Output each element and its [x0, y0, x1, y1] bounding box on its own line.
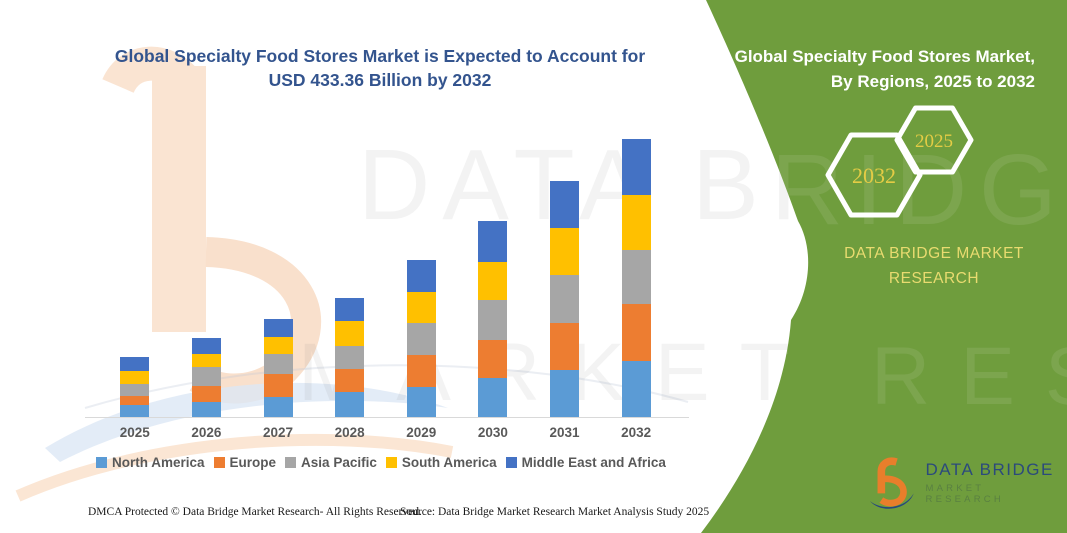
bar-2030: [457, 130, 529, 417]
chart-legend: North America Europe Asia Pacific South Ame…: [96, 455, 666, 470]
company-logo-name: DATA BRIDGE: [925, 459, 1054, 479]
legend-item-europe: Europe: [213, 455, 277, 470]
legend-swatch-icon: [385, 457, 397, 468]
bar-segment-south-america: [191, 354, 221, 368]
bar-segment-south-america: [478, 262, 508, 300]
hexagon-2025-icon: [894, 105, 974, 175]
footer-dmca-text: DMCA Protected © Data Bridge Market Rese…: [88, 506, 422, 518]
bar-segment-europe: [191, 385, 221, 403]
bar-segment-europe: [263, 373, 293, 398]
bar-segment-asia-pacific: [120, 383, 150, 396]
bar-segment-south-america: [263, 337, 293, 354]
legend-swatch-icon: [505, 457, 517, 468]
bar-segment-asia-pacific: [191, 367, 221, 386]
bar-segment-asia-pacific: [263, 353, 293, 374]
company-logo-subtext: MARKET RESEARCH: [925, 482, 1004, 505]
bar-segment-middle-east-and-africa: [621, 139, 651, 195]
company-logo-words: DATA BRIDGE MARKET RESEARCH: [926, 460, 1067, 505]
bar-segment-asia-pacific: [335, 345, 365, 369]
legend-label: Europe: [229, 455, 277, 470]
hexagon-2025-label: 2025: [915, 131, 953, 152]
bar-segment-asia-pacific: [550, 275, 580, 323]
bar-2025: [99, 130, 171, 417]
bar-segment-north-america: [191, 402, 221, 417]
hexagon-badges: 2032 2025: [825, 105, 974, 218]
footer-source-text: Source: Data Bridge Market Research Mark…: [400, 506, 710, 518]
bar-segment-middle-east-and-africa: [120, 357, 150, 371]
bar-segment-south-america: [550, 228, 580, 276]
x-axis-label-2026: 2026: [191, 425, 222, 440]
bar-segment-north-america: [263, 397, 293, 417]
company-logo-icon: [869, 457, 914, 509]
bar-segment-asia-pacific: [478, 299, 508, 341]
legend-item-north-america: North America: [96, 455, 205, 470]
x-axis-label-2032: 2032: [621, 425, 652, 440]
legend-swatch-icon: [285, 457, 297, 468]
bar-segment-middle-east-and-africa: [406, 260, 436, 292]
chart-title-line2: USD 433.36 Billion by 2032: [268, 70, 492, 90]
x-axis-label-2030: 2030: [477, 425, 508, 440]
bar-chart-plot-area: [99, 130, 672, 417]
bar-segment-south-america: [621, 194, 651, 250]
legend-item-south-america: South America: [385, 455, 497, 470]
legend-swatch-icon: [96, 457, 107, 468]
panel-brand-text: DATA BRIDGE MARKET RESEARCH: [800, 241, 1067, 291]
chart-title: Global Specialty Food Stores Market is E…: [90, 44, 670, 92]
legend-label: Asia Pacific: [301, 455, 377, 470]
bar-segment-middle-east-and-africa: [478, 220, 508, 263]
bar-segment-north-america: [478, 378, 508, 417]
bar-segment-europe: [120, 395, 150, 406]
bar-segment-middle-east-and-africa: [263, 319, 293, 338]
company-logo: DATA BRIDGE MARKET RESEARCH: [868, 455, 1067, 509]
bar-2031: [529, 130, 601, 417]
panel-heading: Global Specialty Food Stores Market, By …: [695, 44, 1035, 94]
svg-text:MARKET RESEARCH: MARKET RESEARCH: [298, 331, 1067, 422]
panel-brand-line1: DATA BRIDGE MARKET: [844, 245, 1024, 262]
bar-segment-north-america: [621, 360, 651, 417]
bar-segment-north-america: [550, 369, 580, 417]
x-axis-label-2028: 2028: [334, 425, 365, 440]
bar-segment-south-america: [406, 291, 436, 324]
bar-segment-middle-east-and-africa: [335, 298, 365, 321]
bar-2032: [600, 130, 672, 417]
legend-label: Middle East and Africa: [521, 455, 666, 470]
bar-2026: [171, 130, 243, 417]
panel-brand-line2: RESEARCH: [888, 270, 980, 287]
bar-segment-asia-pacific: [406, 323, 436, 355]
bar-segment-middle-east-and-africa: [191, 337, 221, 355]
x-axis-labels: 2025 2026 2027 2028 2029 2030 2031 2032: [99, 425, 672, 440]
bar-segment-south-america: [120, 370, 150, 384]
bar-segment-north-america: [120, 405, 150, 417]
hexagon-2032-label: 2032: [852, 163, 896, 188]
bar-segment-asia-pacific: [621, 249, 651, 305]
bar-segment-middle-east-and-africa: [550, 181, 580, 229]
legend-label: North America: [112, 455, 205, 470]
legend-item-asia-pacific: Asia Pacific: [285, 455, 377, 470]
chart-title-line1: Global Specialty Food Stores Market is E…: [114, 46, 646, 66]
panel-heading-line2: By Regions, 2025 to 2032: [830, 72, 1035, 91]
legend-swatch-icon: [213, 457, 225, 468]
bar-segment-south-america: [335, 320, 365, 346]
bar-segment-europe: [478, 340, 508, 379]
panel-heading-line1: Global Specialty Food Stores Market,: [734, 47, 1035, 66]
bar-2027: [242, 130, 314, 417]
bar-2029: [386, 130, 458, 417]
bar-segment-north-america: [335, 392, 365, 417]
x-axis-label-2027: 2027: [263, 425, 294, 440]
x-axis-label-2025: 2025: [119, 425, 150, 440]
hexagon-2032-icon: [825, 132, 923, 218]
legend-item-middle-east-and-africa: Middle East and Africa: [505, 455, 666, 470]
x-axis-label-2031: 2031: [549, 425, 580, 440]
bar-segment-europe: [406, 354, 436, 387]
bar-2028: [314, 130, 386, 417]
legend-label: South America: [401, 455, 497, 470]
x-axis-line: [85, 417, 689, 418]
x-axis-label-2029: 2029: [406, 425, 437, 440]
bar-segment-north-america: [406, 386, 436, 417]
bar-segment-europe: [335, 368, 365, 393]
bar-segment-europe: [621, 304, 651, 361]
bar-segment-europe: [550, 322, 580, 370]
